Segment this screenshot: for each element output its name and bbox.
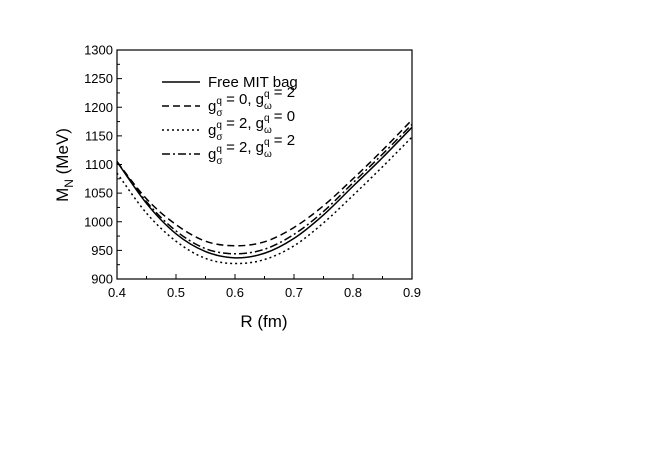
y-axis-title-rest: (MeV) bbox=[53, 128, 72, 179]
x-tick-label: 0.6 bbox=[226, 285, 244, 300]
legend-label: gσq = 2, gωq = 2 bbox=[208, 132, 295, 167]
x-tick-label: 0.7 bbox=[285, 285, 303, 300]
series-line-dashdot bbox=[116, 123, 413, 255]
x-tick-label: 0.4 bbox=[108, 285, 126, 300]
x-tick-label: 0.9 bbox=[403, 285, 421, 300]
y-tick-label: 1250 bbox=[84, 71, 113, 86]
legend-label: gσq = 0, gωq = 2 bbox=[208, 84, 295, 119]
y-tick-label: 950 bbox=[91, 243, 113, 258]
y-tick-label: 1100 bbox=[85, 157, 113, 172]
y-axis-title: MN (MeV) bbox=[53, 128, 76, 202]
y-tick-label: 1150 bbox=[85, 128, 113, 143]
y-axis-title-sub: N bbox=[62, 179, 76, 188]
y-tick-label: 1200 bbox=[84, 100, 113, 115]
legend-label: gσq = 2, gωq = 0 bbox=[208, 108, 295, 143]
y-axis-title-base: M bbox=[53, 188, 72, 202]
x-tick-label: 0.8 bbox=[344, 285, 362, 300]
y-tick-label: 1050 bbox=[84, 186, 113, 201]
y-tick-label: 1300 bbox=[84, 43, 113, 58]
x-tick-label: 0.5 bbox=[167, 285, 185, 300]
series-line-solid bbox=[116, 126, 413, 259]
series-line-dashed bbox=[116, 119, 413, 247]
legend-label: Free MIT bag bbox=[208, 74, 298, 91]
x-axis-title: R (fm) bbox=[240, 312, 287, 331]
y-tick-label: 900 bbox=[91, 272, 113, 287]
y-tick-label: 1000 bbox=[84, 214, 113, 229]
